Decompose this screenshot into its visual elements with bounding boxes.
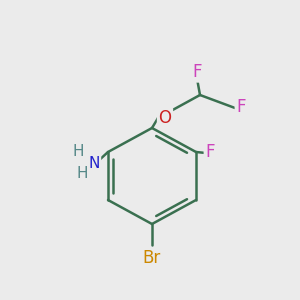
- Text: Br: Br: [143, 249, 161, 267]
- Text: F: F: [192, 63, 202, 81]
- Text: O: O: [158, 109, 172, 127]
- Text: H: H: [72, 145, 84, 160]
- Text: F: F: [205, 143, 215, 161]
- Text: N: N: [88, 155, 100, 170]
- Text: H: H: [76, 167, 88, 182]
- Text: F: F: [236, 98, 246, 116]
